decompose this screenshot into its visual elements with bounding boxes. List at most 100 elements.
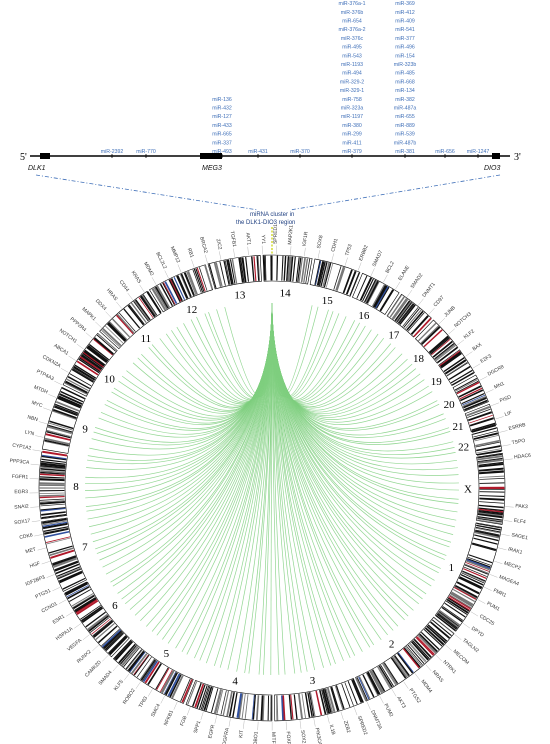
cytoband <box>450 593 473 608</box>
cytoband <box>281 255 284 281</box>
gene-tick <box>37 547 46 551</box>
cytoband <box>474 435 499 442</box>
cytoband <box>435 614 456 632</box>
cytoband <box>103 631 123 650</box>
cytoband <box>301 693 306 719</box>
target-gene-label: SPP1 <box>193 720 203 734</box>
cytoband <box>451 372 475 386</box>
gene-tick <box>470 611 479 617</box>
cytoband <box>458 577 482 590</box>
target-gene-label: MECOM <box>452 649 470 666</box>
cytoband <box>134 300 150 321</box>
gene-tick <box>357 262 362 271</box>
target-gene-label: CD97 <box>433 295 446 309</box>
cytoband <box>325 688 334 713</box>
cytoband <box>451 591 474 606</box>
cytoband <box>450 369 473 384</box>
cytoband <box>93 620 114 638</box>
cytoband <box>41 458 67 463</box>
cytoband <box>391 656 408 678</box>
gene-tick <box>457 339 465 346</box>
cytoband <box>180 678 191 702</box>
cytoband <box>116 313 135 334</box>
cytoband <box>433 617 454 634</box>
cytoband <box>389 296 405 318</box>
cytoband <box>40 468 66 472</box>
gene-tick <box>124 673 130 681</box>
cytoband <box>241 257 247 283</box>
target-link <box>159 302 273 406</box>
cytoband <box>398 303 415 324</box>
cytoband <box>39 498 65 501</box>
target-gene-label: NOTCH1 <box>58 328 78 345</box>
cytoband <box>54 405 79 416</box>
target-gene-label: KLF2 <box>463 328 476 340</box>
gene-tick <box>448 328 455 335</box>
mirna-label: miR-1193 <box>341 62 363 68</box>
cytoband <box>226 259 233 285</box>
chromosome-label: 5 <box>164 648 170 660</box>
mirna-label: miR-665 <box>212 132 232 138</box>
cytoband <box>192 682 202 707</box>
cytoband <box>50 549 75 559</box>
cytoband <box>253 256 257 282</box>
mirna-label: miR-495 <box>342 45 362 51</box>
cytoband <box>159 283 173 307</box>
cytoband <box>39 482 65 485</box>
cytoband <box>393 655 410 677</box>
cytoband <box>444 359 467 375</box>
cytoband <box>454 584 478 599</box>
gene-tick <box>414 673 421 681</box>
cytoband <box>128 304 145 325</box>
gene-tick <box>317 250 320 259</box>
cytoband <box>96 334 117 352</box>
cytoband <box>459 389 484 402</box>
cytoband <box>54 560 79 571</box>
gene-tick <box>58 599 67 604</box>
cytoband <box>101 329 120 348</box>
gene-tick <box>41 561 50 565</box>
gene-tick <box>344 257 348 266</box>
gene-tick <box>483 586 492 591</box>
cytoband <box>255 695 260 720</box>
cytoband <box>163 282 176 305</box>
target-gene-label: MN1 <box>493 381 505 391</box>
cytoband <box>392 298 409 320</box>
cytoband <box>42 520 68 526</box>
gene-tick <box>95 321 102 328</box>
cytoband <box>365 672 378 696</box>
mirna-label: miR-668 <box>395 79 415 85</box>
target-gene-label: ELF4 <box>513 518 526 526</box>
chromosome-label: 8 <box>73 481 79 493</box>
cytoband <box>373 284 387 308</box>
cytoband <box>431 338 451 356</box>
cytoband <box>471 542 497 551</box>
chromosome-label: X <box>464 484 472 496</box>
mirna-label: miR-432 <box>212 106 232 112</box>
target-gene-label: DNMT3A <box>369 709 383 731</box>
cytoband <box>87 346 108 363</box>
cytoband <box>187 681 198 705</box>
mirna-label: miR-127 <box>212 114 232 120</box>
cytoband <box>453 587 477 600</box>
target-link <box>224 302 273 397</box>
cytoband <box>477 458 503 464</box>
cytoband <box>109 321 128 340</box>
cytoband <box>377 666 392 688</box>
cytoband <box>476 523 502 529</box>
dlk1-block <box>40 153 50 159</box>
cytoband <box>444 602 466 618</box>
mirna-label: miR-376c <box>341 36 364 42</box>
cytoband <box>83 350 105 367</box>
five-prime-label: 5' <box>20 152 27 163</box>
gene-tick <box>46 574 55 578</box>
target-gene-label: ABCA1 <box>52 343 69 357</box>
cytoband <box>123 308 141 329</box>
cytoband <box>445 600 468 615</box>
cytoband <box>40 471 65 475</box>
cytoband <box>380 289 395 312</box>
cytoband <box>195 268 205 293</box>
target-link <box>271 302 382 640</box>
dlk1-dio3-locus: 5' 3' DLK1 MEG3 DIO3 <box>20 152 521 172</box>
cytoband <box>72 368 95 382</box>
